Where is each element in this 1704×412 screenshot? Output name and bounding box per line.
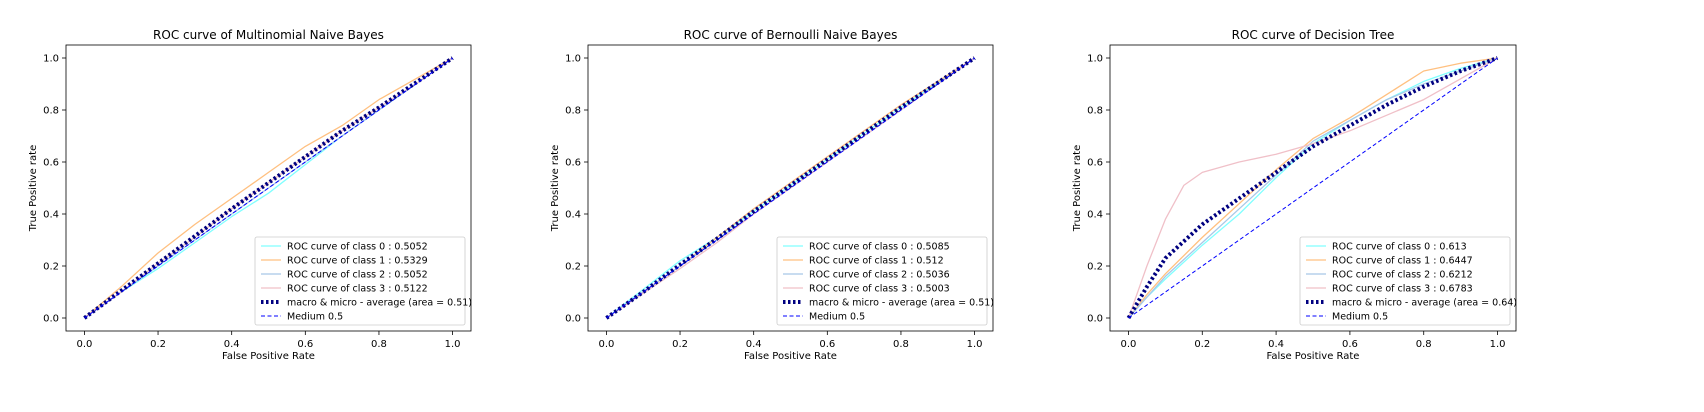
plot-frame xyxy=(1109,44,1517,332)
y-tick-label: 0.6 xyxy=(1087,158,1103,169)
x-tick-label: 1.0 xyxy=(967,339,983,350)
chart-title: ROC curve of Multinomial Naive Bayes xyxy=(153,28,384,42)
x-tick-label: 0.0 xyxy=(1121,339,1137,350)
roc-panel-2: ROC curve of Decision Tree 0.0 0.2 0.4 0.6 0.… xyxy=(1072,28,1517,362)
y-tick-label: 0.4 xyxy=(565,210,581,221)
y-tick-label: 0.0 xyxy=(43,314,59,325)
x-tick-label: 0.2 xyxy=(1194,339,1210,350)
y-tick-label: 1.0 xyxy=(43,54,59,65)
plot-frame xyxy=(587,44,994,332)
y-tick-label: 0.4 xyxy=(1087,210,1103,221)
legend-label: ROC curve of class 2 : 0.5036 xyxy=(809,270,950,281)
y-tick-label: 0.0 xyxy=(565,314,581,325)
y-tick-label: 1.0 xyxy=(565,54,581,65)
legend: ROC curve of class 0 : 0.5085 ROC curve o… xyxy=(776,236,994,326)
plot-area xyxy=(83,56,454,320)
legend-label: ROC curve of class 1 : 0.5329 xyxy=(287,256,428,267)
series-line-1 xyxy=(83,57,453,319)
series-line-5 xyxy=(84,57,453,319)
series-line-4 xyxy=(605,56,976,320)
x-tick-label: 0.2 xyxy=(672,339,688,350)
chart-title: ROC curve of Bernoulli Naive Bayes xyxy=(684,28,898,42)
legend-label: macro & micro - average (area = 0.64) xyxy=(1332,298,1517,309)
y-axis-label: True Positive rate xyxy=(1072,145,1083,232)
x-tick-label: 0.2 xyxy=(150,339,166,350)
roc-panel-1: ROC curve of Bernoulli Naive Bayes 0.0 0.2… xyxy=(550,28,994,362)
y-tick-label: 0.8 xyxy=(565,106,581,117)
legend-label: Medium 0.5 xyxy=(809,312,865,323)
x-axis-label: False Positive Rate xyxy=(744,351,837,362)
y-tick-label: 0.6 xyxy=(565,158,581,169)
legend: ROC curve of class 0 : 0.5052 ROC curve o… xyxy=(254,236,472,326)
x-tick-label: 0.6 xyxy=(1342,339,1358,350)
x-tick-label: 0.4 xyxy=(224,339,240,350)
x-tick-label: 0.8 xyxy=(893,339,909,350)
x-tick-label: 0.6 xyxy=(819,339,835,350)
series-line-5 xyxy=(1128,57,1498,319)
x-tick-label: 0.4 xyxy=(746,339,762,350)
y-tick-label: 0.2 xyxy=(1087,262,1103,273)
legend-label: ROC curve of class 2 : 0.5052 xyxy=(287,270,428,281)
plot-frame xyxy=(65,44,472,332)
x-tick-label: 0.0 xyxy=(598,339,614,350)
legend-label: ROC curve of class 3 : 0.5122 xyxy=(287,284,428,295)
x-tick-label: 1.0 xyxy=(445,339,461,350)
y-axis-label: True Positive rate xyxy=(550,145,561,232)
legend-label: ROC curve of class 3 : 0.5003 xyxy=(809,284,950,295)
legend-label: ROC curve of class 1 : 0.6447 xyxy=(1332,256,1473,267)
y-tick-label: 0.2 xyxy=(43,262,59,273)
x-tick-label: 0.8 xyxy=(371,339,387,350)
series-line-5 xyxy=(606,57,975,319)
x-axis-label: False Positive Rate xyxy=(1267,351,1360,362)
y-tick-label: 0.2 xyxy=(565,262,581,273)
x-tick-label: 1.0 xyxy=(1490,339,1506,350)
legend-label: macro & micro - average (area = 0.51) xyxy=(809,298,994,309)
plot-area xyxy=(1126,56,1499,320)
legend-label: ROC curve of class 1 : 0.512 xyxy=(809,256,944,267)
y-tick-label: 0.4 xyxy=(43,210,59,221)
y-tick-label: 0.8 xyxy=(1087,106,1103,117)
x-tick-label: 0.4 xyxy=(1268,339,1284,350)
legend-label: ROC curve of class 0 : 0.5085 xyxy=(809,242,950,253)
legend-box xyxy=(1299,236,1511,326)
legend-label: ROC curve of class 3 : 0.6783 xyxy=(1332,284,1473,295)
y-tick-label: 0.6 xyxy=(43,158,59,169)
series-line-3 xyxy=(1127,57,1498,319)
legend-label: Medium 0.5 xyxy=(287,312,343,323)
x-tick-label: 0.0 xyxy=(76,339,92,350)
x-axis-label: False Positive Rate xyxy=(222,351,315,362)
y-tick-label: 0.0 xyxy=(1087,314,1103,325)
legend: ROC curve of class 0 : 0.613 ROC curve of… xyxy=(1299,236,1517,326)
series-line-2 xyxy=(1128,57,1498,319)
roc-panel-0: ROC curve of Multinomial Naive Bayes 0.0 0… xyxy=(28,28,472,362)
series-line-1 xyxy=(1127,57,1498,319)
legend-label: ROC curve of class 0 : 0.613 xyxy=(1332,242,1467,253)
y-axis-label: True Positive rate xyxy=(28,145,39,232)
plot-area xyxy=(605,56,976,320)
y-tick-label: 1.0 xyxy=(1087,54,1103,65)
y-tick-label: 0.8 xyxy=(43,106,59,117)
x-tick-label: 0.8 xyxy=(1416,339,1432,350)
series-line-4 xyxy=(83,56,454,320)
legend-box xyxy=(776,236,988,326)
legend-label: macro & micro - average (area = 0.51) xyxy=(287,298,472,309)
legend-label: Medium 0.5 xyxy=(1332,312,1388,323)
legend-label: ROC curve of class 2 : 0.6212 xyxy=(1332,270,1473,281)
legend-box xyxy=(254,236,466,326)
legend-label: ROC curve of class 0 : 0.5052 xyxy=(287,242,428,253)
x-tick-label: 0.6 xyxy=(297,339,313,350)
chart-title: ROC curve of Decision Tree xyxy=(1232,28,1395,42)
